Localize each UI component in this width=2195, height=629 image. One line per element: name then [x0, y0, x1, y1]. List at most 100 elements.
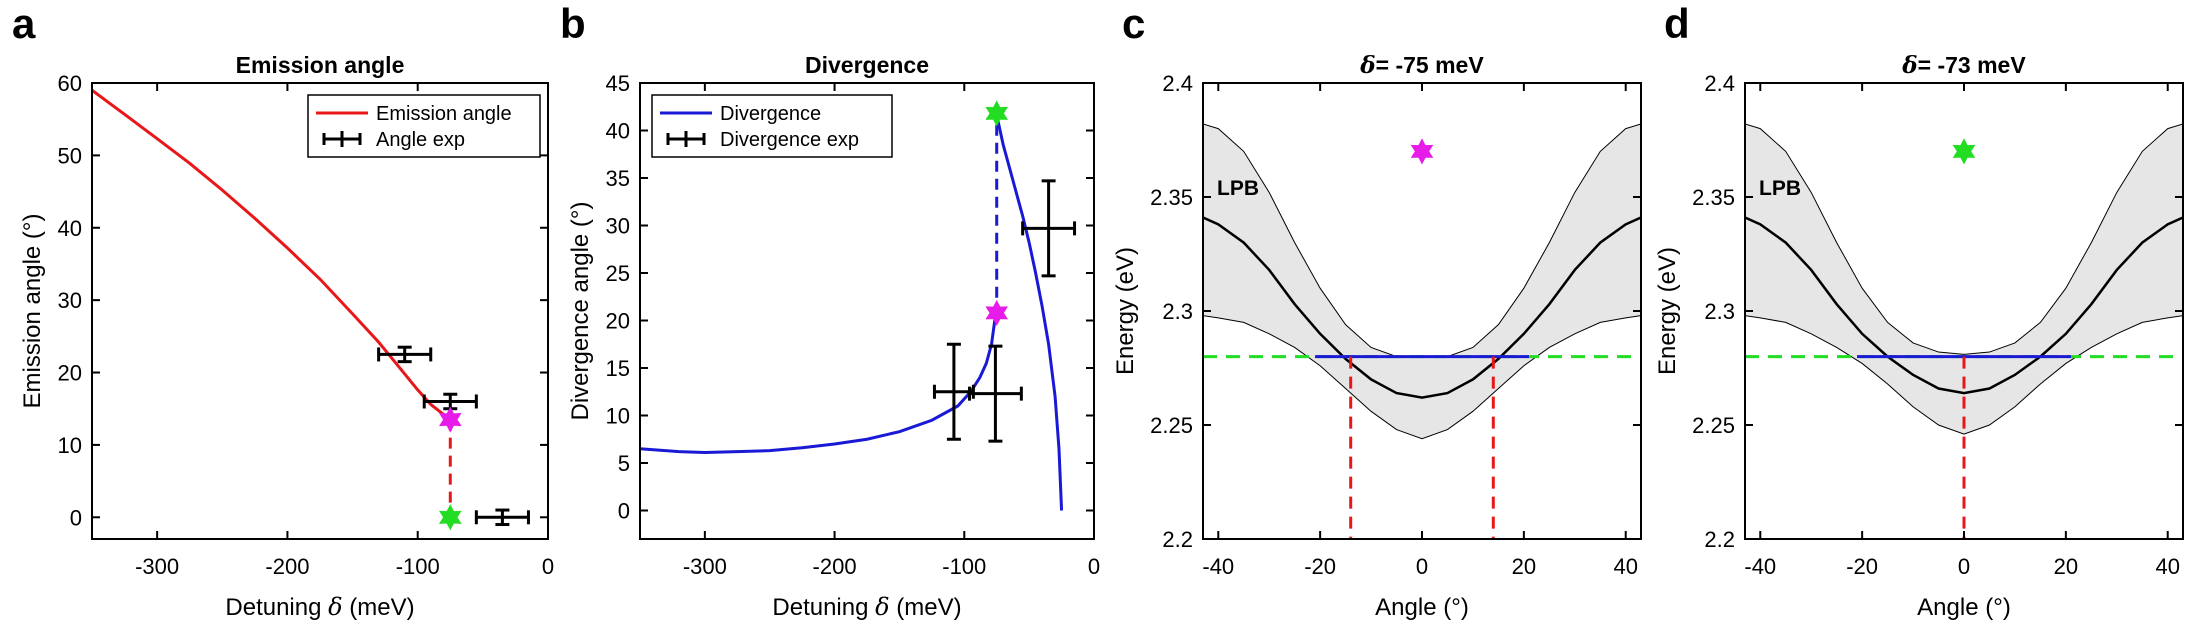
panel-label: d	[1664, 0, 1690, 47]
y-tick-label: 2.25	[1692, 413, 1735, 438]
y-tick-label: 60	[58, 71, 82, 96]
y-tick-label: 20	[606, 309, 630, 334]
lpb-label: LPB	[1217, 177, 1259, 200]
legend-entry-model: Emission angle	[376, 103, 512, 125]
legend: Divergence Divergence exp	[651, 94, 893, 158]
y-axis-label: Divergence angle (°)	[567, 201, 594, 420]
y-tick-label: 50	[58, 143, 82, 168]
x-axis-label: Angle (°)	[1375, 594, 1469, 621]
chart-title: δ= -73 meV	[1901, 52, 2026, 79]
series-line-0	[640, 315, 997, 455]
panel-c: c LPB δ= -75 meV Angle (°) Energy (eV) -40 -20…	[1112, 0, 1642, 621]
legend-entry-exp: Angle exp	[376, 129, 465, 151]
x-axis-label: Angle (°)	[1917, 594, 2011, 621]
errorbar-2	[474, 508, 530, 527]
plot-area	[1745, 123, 2183, 539]
x-axis-label: Detuning δ (meV)	[772, 593, 961, 621]
y-tick-label: 2.3	[1162, 299, 1193, 324]
x-tick-label: -20	[1846, 554, 1878, 579]
y-tick-label: 10	[606, 404, 630, 429]
errorbar-2	[1021, 179, 1077, 278]
star-marker	[1410, 138, 1434, 165]
y-tick-label: 30	[606, 214, 630, 239]
y-tick-label: 45	[606, 71, 630, 96]
chart-title: Emission angle	[236, 52, 405, 78]
legend-entry-model: Divergence	[720, 103, 821, 125]
y-tick-label: 2.35	[1150, 185, 1193, 210]
y-tick-label: 2.2	[1162, 527, 1193, 552]
legend: Emission angle Angle exp	[307, 94, 541, 158]
x-axis-label: Detuning δ (meV)	[225, 593, 414, 621]
x-tick-label: -200	[265, 554, 309, 579]
legend-box	[307, 94, 541, 158]
plot-area	[92, 89, 452, 518]
errorbar-0	[377, 345, 433, 364]
x-tick-label: -20	[1304, 554, 1336, 579]
x-tick-label: 0	[1088, 554, 1100, 579]
x-tick-label: 20	[2054, 554, 2078, 579]
plot-area	[1203, 123, 1641, 539]
legend-box	[651, 94, 893, 158]
errorbar-0	[932, 342, 975, 441]
y-tick-label: 2.4	[1704, 71, 1735, 96]
y-tick-label: 2.25	[1150, 413, 1193, 438]
y-tick-label: 2.3	[1704, 299, 1735, 324]
chart-title: δ= -75 meV	[1359, 52, 1484, 79]
y-tick-label: 10	[58, 433, 82, 458]
y-tick-label: 30	[58, 288, 82, 313]
errorbar-1	[422, 392, 478, 411]
x-tick-label: 0	[1958, 554, 1970, 579]
y-tick-label: 2.2	[1704, 527, 1735, 552]
x-tick-label: 0	[1416, 554, 1428, 579]
axes-frame	[91, 82, 549, 540]
y-axis-label: Emission angle (°)	[19, 214, 46, 409]
chart-title: Divergence	[805, 52, 929, 78]
y-tick-label: 2.4	[1162, 71, 1193, 96]
x-tick-label: -40	[1744, 554, 1776, 579]
x-tick-label: -300	[135, 554, 179, 579]
x-tick-label: 40	[1613, 554, 1637, 579]
panel-d: d LPB δ= -73 meV Angle (°) Energy (eV) -40 -20…	[1654, 0, 2184, 621]
band-lower-edge	[1745, 315, 2183, 435]
y-tick-label: 40	[58, 216, 82, 241]
panel-label: a	[12, 0, 36, 47]
lpb-dispersion-curve	[1745, 216, 2183, 395]
star-marker-0	[985, 100, 1009, 127]
series-line-1	[996, 120, 1064, 511]
y-tick-label: 0	[618, 499, 630, 524]
y-axis-label: Energy (eV)	[1654, 247, 1681, 375]
lpb-label: LPB	[1759, 177, 1801, 200]
panel-b: b Divergence Divergence exp Divergence Detun…	[560, 0, 1100, 621]
y-tick-label: 40	[606, 119, 630, 144]
x-tick-label: -40	[1202, 554, 1234, 579]
linewidth-band	[1203, 124, 1641, 439]
panel-label: c	[1122, 0, 1145, 47]
panel-label: b	[560, 0, 586, 47]
x-tick-label: -200	[813, 554, 857, 579]
y-tick-label: 0	[70, 505, 82, 530]
star-marker-1	[985, 299, 1009, 326]
y-tick-label: 35	[606, 166, 630, 191]
axes-frame	[639, 82, 1095, 540]
x-tick-label: 40	[2155, 554, 2179, 579]
plot-area	[640, 116, 1064, 511]
y-tick-label: 15	[606, 356, 630, 381]
x-tick-label: 20	[1512, 554, 1536, 579]
lpb-dispersion-curve	[1203, 216, 1641, 399]
y-tick-label: 5	[618, 451, 630, 476]
band-upper-edge	[1745, 123, 2183, 355]
x-tick-label: 0	[542, 554, 554, 579]
star-marker-0	[438, 406, 462, 433]
y-tick-label: 25	[606, 261, 630, 286]
x-tick-label: -100	[942, 554, 986, 579]
band-lower-edge	[1203, 315, 1641, 440]
star-marker	[1952, 138, 1976, 165]
y-axis-label: Energy (eV)	[1112, 247, 1139, 375]
y-tick-label: 2.35	[1692, 185, 1735, 210]
panel-a: a Emission angle Angle exp Emission angle De…	[12, 0, 554, 621]
y-tick-label: 20	[58, 361, 82, 386]
errorbar-1	[967, 344, 1023, 443]
x-tick-label: -100	[396, 554, 440, 579]
series-line-0	[92, 89, 452, 421]
